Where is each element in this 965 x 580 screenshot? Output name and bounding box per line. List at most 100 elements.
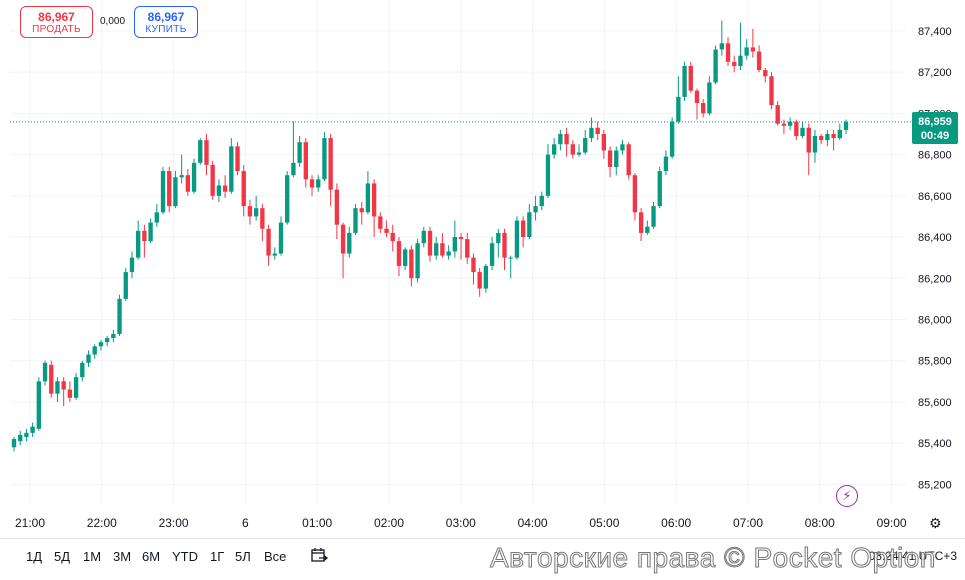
candle-body	[496, 232, 501, 244]
buy-label: КУПИТЬ	[145, 24, 187, 35]
candle-body	[36, 381, 42, 429]
candle-body	[800, 127, 805, 137]
candle-body	[794, 121, 799, 137]
candle-body	[663, 156, 669, 172]
candle-body	[750, 47, 756, 52]
candle-body	[297, 142, 302, 163]
candle-body	[452, 237, 458, 252]
spread-value: 0,000	[100, 16, 126, 27]
candle-body	[303, 142, 308, 180]
timeframe-6m[interactable]: 6М	[142, 549, 161, 564]
candle-body	[446, 251, 451, 256]
candle-body	[489, 243, 495, 266]
candle-body	[123, 272, 128, 299]
candle-body	[738, 55, 743, 66]
candle-body	[465, 239, 470, 258]
candle-body	[61, 381, 66, 390]
candle-body	[713, 49, 718, 83]
candle-body	[669, 121, 675, 157]
candle-body	[576, 152, 582, 155]
timeframe-1y[interactable]: 1Г	[210, 549, 225, 564]
candle-body	[744, 47, 749, 56]
candle-body	[191, 162, 197, 192]
candlestick-chart[interactable]: 85,200 85,400 85,600 85,800 86,000 86,200 86,4…	[0, 0, 965, 540]
price-tick-label: 86,000	[918, 314, 952, 326]
candle-body	[421, 230, 426, 244]
candle-body	[160, 171, 166, 213]
candle-body	[570, 144, 575, 155]
candle-body	[309, 179, 315, 188]
toolbar-divider	[0, 538, 965, 539]
candle-body	[185, 175, 191, 192]
candle-body	[104, 338, 110, 343]
candle-body	[787, 121, 793, 126]
candle-body	[11, 439, 17, 448]
candle-body	[42, 362, 48, 382]
candle-body	[626, 144, 631, 176]
price-tick-label: 87,200	[918, 67, 952, 79]
time-tick-label: 03:00	[446, 516, 476, 530]
sell-label: ПРОДАТЬ	[32, 24, 81, 35]
candle-body	[204, 140, 209, 165]
timeframe-5y[interactable]: 5Л	[235, 549, 251, 564]
candle-body	[148, 222, 153, 242]
candle-body	[353, 208, 358, 233]
candle-body	[831, 133, 836, 139]
time-tick-label: 06:00	[661, 516, 691, 530]
candle-body	[86, 354, 91, 363]
candle-countdown: 00:49	[920, 129, 950, 142]
candle-body	[527, 212, 532, 238]
candle-body	[402, 249, 408, 266]
utc-clock[interactable]: 08:24:41 UTC+3	[868, 549, 957, 563]
price-tick-label: 86,600	[918, 191, 952, 203]
candle-body	[533, 206, 538, 213]
timeframe-5d[interactable]: 5Д	[54, 549, 71, 564]
candle-body	[763, 70, 768, 77]
candle-body	[390, 232, 395, 242]
price-axis[interactable]: 85,200 85,400 85,600 85,800 86,000 86,200 86,4…	[918, 26, 952, 491]
time-tick-label: 09:00	[877, 516, 907, 530]
candle-body	[458, 237, 464, 240]
candle-body	[638, 212, 644, 233]
time-tick-label: 02:00	[374, 516, 404, 530]
candle-body	[434, 243, 439, 256]
sell-button[interactable]: 86,967 ПРОДАТЬ	[20, 6, 93, 38]
candle-body	[707, 82, 712, 114]
candle-body	[440, 243, 445, 256]
candle-body	[552, 144, 557, 155]
candle-body	[73, 377, 79, 398]
candle-body	[843, 121, 849, 130]
candle-body	[732, 61, 737, 66]
candle-body	[645, 226, 650, 233]
candle-body	[657, 171, 662, 207]
calendar-range-icon[interactable]	[310, 546, 328, 564]
timeframe-all[interactable]: Все	[264, 549, 287, 564]
lightning-icon[interactable]: ⚡	[836, 485, 858, 507]
candle-body	[129, 257, 135, 273]
timeframe-1m[interactable]: 1М	[83, 549, 102, 564]
candle-body	[173, 177, 178, 207]
candle-body	[725, 43, 731, 62]
candle-body	[837, 129, 842, 139]
candle-body	[92, 346, 97, 355]
candle-body	[359, 208, 364, 213]
timeframe-1d[interactable]: 1Д	[26, 549, 43, 564]
time-axis[interactable]: 21:00 22:00 23:00 6 01:00 02:00 03:00 04:00 05:0…	[15, 516, 907, 530]
candle-body	[502, 232, 507, 258]
last-price-tag: 86,959 00:49	[912, 111, 958, 144]
settings-icon[interactable]: ⚙	[929, 515, 942, 531]
timeframe-ytd[interactable]: YTD	[172, 549, 198, 564]
candle-body	[328, 138, 333, 190]
last-price-value: 86,959	[918, 115, 952, 128]
buy-button[interactable]: 86,967 КУПИТЬ	[134, 6, 198, 38]
candle-body	[589, 127, 594, 139]
timeframe-3m[interactable]: 3М	[113, 549, 132, 564]
candle-body	[651, 206, 656, 227]
candle-body	[365, 183, 371, 213]
candle-body	[49, 364, 54, 394]
candle-body	[558, 133, 563, 145]
candle-body	[539, 195, 544, 207]
candle-body	[210, 164, 215, 196]
candle-body	[427, 230, 433, 256]
candle-body	[508, 257, 513, 259]
